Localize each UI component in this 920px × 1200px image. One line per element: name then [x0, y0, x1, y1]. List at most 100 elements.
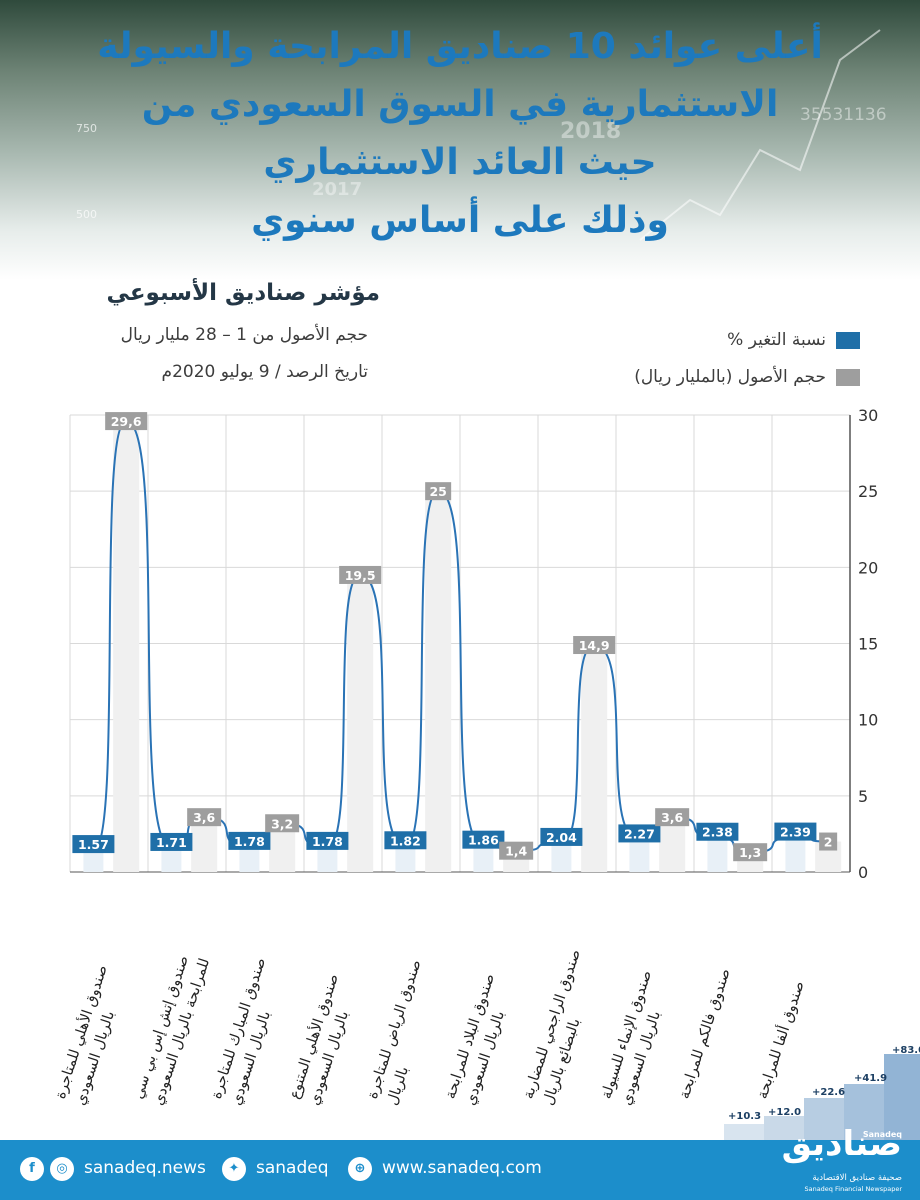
asset-data-label-box — [105, 412, 148, 431]
footer: f ◎ sanadeq.news ✦ sanadeq ⊕ www.sanadeq… — [0, 1140, 920, 1200]
asset-data-label-box — [339, 565, 382, 584]
y-tick-label: 5 — [858, 787, 868, 806]
assets-range-note: حجم الأصول من 1 – 28 مليار ريال — [120, 325, 368, 345]
twitter-icon[interactable]: ✦ — [222, 1157, 246, 1181]
asset-column — [659, 817, 686, 872]
asset-data-label-box — [819, 832, 838, 851]
asset-column — [425, 491, 452, 872]
change-column — [551, 840, 572, 872]
series-connector-line — [92, 420, 829, 854]
step-label-4: +41.9 — [854, 1073, 888, 1084]
legend-swatch-gray — [836, 368, 860, 386]
step-2 — [764, 1116, 804, 1140]
chart-subtitle: مؤشر صناديق الأسبوعي — [106, 280, 380, 306]
asset-data-label: 2 — [824, 835, 833, 850]
change-data-label-box — [384, 831, 427, 850]
legend-change-pct: نسبة التغير % — [727, 330, 860, 350]
asset-data-label-box — [573, 636, 616, 655]
asset-column — [581, 645, 608, 872]
change-column — [83, 848, 104, 872]
watermark-2018: 2018 — [560, 119, 621, 144]
y-tick-label: 10 — [858, 711, 878, 730]
asset-data-label-box — [655, 808, 690, 827]
change-column — [239, 844, 260, 872]
asset-data-label: 3,6 — [661, 810, 683, 825]
logo: صناديق — [781, 1124, 902, 1164]
growth-steps — [724, 1054, 920, 1140]
facebook-icon[interactable]: f — [20, 1157, 44, 1181]
legend-assets-label: حجم الأصول (بالمليار ريال) — [634, 367, 826, 387]
asset-column — [191, 817, 218, 872]
y-tick-label: 25 — [858, 482, 878, 501]
change-data-label-box — [540, 827, 583, 846]
y-tick-label: 0 — [858, 863, 868, 882]
change-column — [629, 837, 650, 872]
x-tick-label: صندوق الأهلي للمتاجرة بالريال السعودي — [52, 963, 119, 1108]
logo-english: Sanadeq — [862, 1130, 902, 1139]
asset-data-label-box — [499, 841, 534, 860]
step-label-3: +22.6 — [812, 1087, 846, 1098]
logo-tagline-arabic: صحيفة صناديق الاقتصادية — [812, 1173, 902, 1183]
observation-date: تاريخ الرصد / 9 يوليو 2020م — [161, 362, 368, 382]
twitter-handle[interactable]: sanadeq — [256, 1158, 329, 1178]
social-handle[interactable]: sanadeq.news — [84, 1158, 206, 1178]
change-data-label: 1.82 — [390, 833, 421, 848]
asset-data-label-box — [265, 814, 300, 833]
step-1 — [724, 1124, 764, 1140]
change-data-label-box — [228, 831, 271, 850]
change-data-label: 1.71 — [156, 835, 187, 850]
change-data-label: 1.78 — [234, 834, 265, 849]
change-column — [161, 845, 182, 872]
change-data-label: 2.04 — [546, 830, 577, 845]
asset-data-label: 1,4 — [505, 844, 527, 859]
asset-column — [113, 421, 140, 872]
change-data-label-box — [150, 832, 193, 851]
y-tick-label: 20 — [858, 558, 878, 577]
step-label-1: +10.3 — [728, 1111, 762, 1122]
asset-data-label-box — [733, 843, 768, 862]
watermark-750: 750 — [76, 122, 97, 135]
header-watermark: 750 500 2018 2017 35531136 — [76, 29, 887, 241]
x-tick-label: صندوق الإنماء للسيولة بالريال السعودي — [598, 968, 665, 1108]
website-link[interactable]: www.sanadeq.com — [382, 1158, 542, 1178]
logo-tagline-english: Sanadeq Financial Newspaper — [804, 1185, 902, 1193]
change-data-label-box — [618, 824, 661, 843]
asset-column — [347, 574, 374, 872]
watermark-2017: 2017 — [312, 179, 362, 200]
chart: 0 5 10 15 20 25 30 1.57 29,6 1.71 3,6 1.78 3,2 1.78 19… — [69, 406, 878, 882]
change-data-label: 1.78 — [312, 834, 343, 849]
legend-change-label: نسبة التغير % — [727, 330, 826, 350]
y-tick-label: 30 — [858, 406, 878, 425]
change-data-label-box — [696, 822, 739, 841]
watermark-trend-line — [639, 29, 881, 241]
x-tick-label: صندوق المبارك للمتاجرة بالريال السعودي — [208, 955, 275, 1108]
asset-data-label: 3,6 — [193, 810, 215, 825]
instagram-icon[interactable]: ◎ — [50, 1157, 74, 1181]
asset-data-label-box — [187, 808, 222, 827]
asset-data-label: 14,9 — [579, 638, 610, 653]
asset-data-label: 3,2 — [271, 816, 293, 831]
change-column — [473, 843, 494, 872]
title-line-3: حيث العائد الاستثماري — [263, 142, 657, 183]
page-title: أعلى عوائد 10 صناديق المرابحة والسيولة ا… — [40, 18, 880, 250]
step-5 — [884, 1054, 920, 1140]
y-tick-label: 15 — [858, 635, 878, 654]
asset-data-label: 1,3 — [739, 845, 761, 860]
change-data-label: 2.38 — [702, 825, 733, 840]
x-tick-label: صندوق الأهلي المتنوع بالريال السعودي — [286, 972, 353, 1108]
asset-data-label-box — [425, 482, 452, 501]
change-data-label-box — [72, 835, 115, 854]
change-column — [317, 844, 338, 872]
asset-data-label: 29,6 — [111, 414, 142, 429]
legend-assets: حجم الأصول (بالمليار ريال) — [634, 367, 860, 387]
title-line-4: وذلك على أساس سنوي — [251, 200, 669, 241]
step-label-5: +83.0 — [892, 1045, 920, 1056]
change-data-label: 2.27 — [624, 826, 655, 841]
change-column — [395, 844, 416, 872]
change-column — [785, 835, 806, 872]
x-tick-label: صندوق الرياض للمتاجرة بالريال — [364, 957, 425, 1108]
header-background — [0, 0, 920, 280]
change-data-label-box — [462, 830, 505, 849]
x-tick-label: صندوق إتش إس بي سي للمرابحة بالريال السع… — [130, 953, 214, 1108]
globe-icon[interactable]: ⊕ — [348, 1157, 372, 1181]
